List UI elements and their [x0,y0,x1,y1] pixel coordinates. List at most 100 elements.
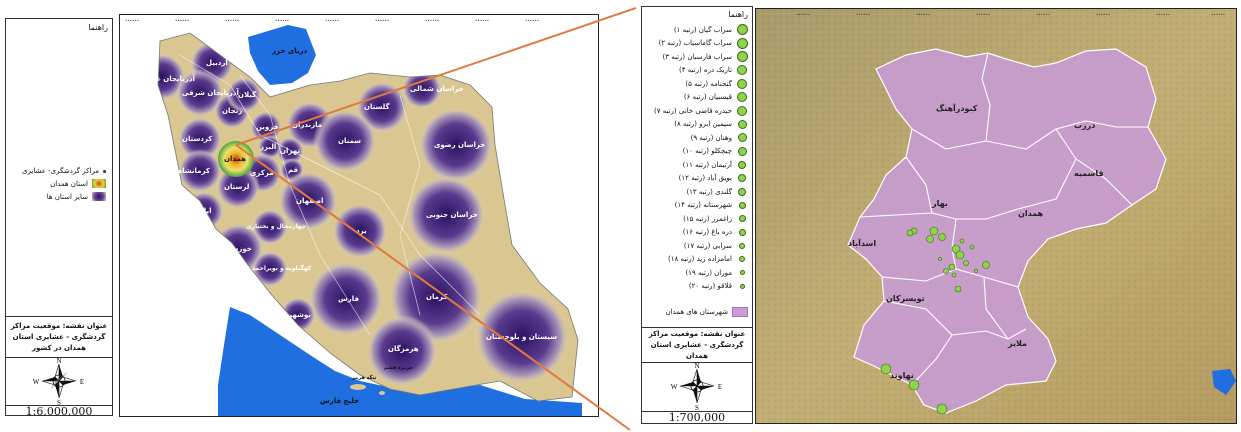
svg-text:••••••: •••••• [1156,12,1170,17]
svg-text:••••••: •••••• [375,18,389,23]
province-gradient-swatch [92,192,106,201]
point-2 [908,379,920,391]
right-title-line-2: گردشگری - عشایری استان همدان [650,340,744,360]
svg-text:••••••: •••••• [856,12,870,17]
province-label: تهران [280,147,300,155]
point-15 [943,268,949,274]
compass-w: W [671,383,678,391]
point-symbol-icon [737,92,747,103]
right-scale-box: 1:700,000 [642,411,752,424]
svg-text:••••••: •••••• [525,18,539,23]
point-9 [938,233,946,241]
province-label: آذربایجان غربی [142,75,195,83]
left-legend-title: راهنما [88,23,108,32]
north-arrow-icon: N S E W [33,357,84,407]
province-label: کردستان [182,135,213,143]
point-symbol-icon [736,24,748,36]
province-label: سمنان [338,137,362,145]
left-legend-list: مراکز گردشگری- عشایری استان همدان سایر ا… [8,167,106,201]
province-label: خوزستان [220,245,252,253]
point-symbol-icon [739,283,745,289]
point-14 [963,260,969,266]
left-legend-panel: راهنما مراکز گردشگری- عشایری استان همدان… [5,18,113,417]
point-symbol-icon [739,242,745,249]
legend-point-item: سراب گیان (رتبه ۱) [644,23,748,37]
legend-point-item: امامزاده زید (رتبه ۱۸) [644,253,748,267]
province-label: مرکزی [250,169,274,177]
hamedan-map-svg: •••••• •••••• •••••• •••••• •••••• •••••• ••••… [756,9,1236,423]
compass-s: S [695,404,699,411]
svg-text:••••••: •••••• [175,18,189,23]
compass-n: N [694,362,699,370]
tourism-points [880,226,990,415]
right-title-box: عنوان نقشه: موقعیت مراکز گردشگری - عشایر… [642,327,752,363]
hamedan-map: •••••• •••••• •••••• •••••• •••••• •••••• ••••… [755,8,1237,424]
lake [1212,369,1236,395]
compass-e: E [718,383,722,391]
compass-n: N [56,357,61,365]
legend-point-item: دره باغ (رتبه ۱۶) [644,226,748,240]
compass-w: W [33,378,40,386]
svg-text:••••••: •••••• [225,18,239,23]
province-label: هرمزگان [388,345,419,353]
province-label: اردبیل [206,59,228,67]
compass-s: S [57,399,61,406]
point-symbol-icon [739,256,745,263]
legend-point-item: سراب فارسبان (رتبه ۳) [644,50,748,64]
svg-text:••••••: •••••• [796,12,810,17]
province-label: خراسان جنوبی [426,211,478,219]
svg-text:••••••: •••••• [475,18,489,23]
legend-point-item: گنجنامه (رتبه ۵) [644,77,748,91]
province-label: مازندران [292,121,323,129]
right-compass-box: N S E W [642,361,752,412]
svg-text:••••••: •••••• [275,18,289,23]
left-title-box: عنوان نقشه: موقعیت مراکز گردشگری - عشایر… [6,316,112,358]
point-17 [969,244,975,250]
hormuz-label: تنگه هرمز [352,375,377,381]
point-symbol-icon [738,228,746,236]
point-18 [951,272,957,278]
left-scale-box: 1:6,000,000 [6,405,112,417]
right-legend-panel: راهنما سراب گیان (رتبه ۱) سراب گاماسیاب (… [641,6,753,424]
province-label: کرمان [426,293,448,301]
svg-text:••••••: •••••• [125,18,139,23]
legend-point-item: قلاقو (رتبه ۲۰) [644,280,748,294]
legend-point-item: حیدره قاضی خانی (رتبه ۷) [644,104,748,118]
legend-point-item: تاریک دره (رتبه ۴) [644,64,748,78]
county-label: نهاوند [890,371,914,380]
province-label: چهارمحال و بختیاری [246,223,307,230]
right-legend-title: راهنما [728,10,748,19]
point-7 [926,235,934,243]
county-label: همدان [1018,209,1044,218]
point-19 [938,257,942,261]
svg-text:••••••: •••••• [1211,12,1225,17]
point-4 [929,226,939,236]
svg-text:••••••: •••••• [976,12,990,17]
province-label: گلستان [364,103,390,111]
svg-text:••••••: •••••• [425,18,439,23]
legend-item-hamedan: استان همدان [8,179,106,188]
point-symbol-icon [736,37,748,49]
point-20 [974,269,978,273]
province-label: فارس [338,295,359,303]
hamedan-gradient-swatch [92,179,106,188]
county-label: ملایر [1008,339,1028,348]
province-label: ایلام [196,207,212,215]
point-3 [880,363,892,375]
province-label: گیلان [238,91,257,99]
county-label: اسدآباد [848,239,877,248]
right-title-line-1: عنوان نقشه: موقعیت مراکز [648,329,746,338]
county-label: کبودرآهنگ [936,104,978,113]
point-symbol-icon [738,160,746,169]
svg-text:••••••: •••••• [325,18,339,23]
legend-point-item: چیچکلو (رتبه ۱۰) [644,145,748,159]
province-label: آذربایجان شرقی [182,89,239,97]
province-label: خراسان رضوی [434,141,486,149]
county-label: بهار [932,199,948,208]
left-title-line-1: عنوان نقشه: موقعیت مراکز [10,321,108,330]
legend-point-item: بویق آباد (رتبه ۱۲) [644,172,748,186]
svg-text:••••••: •••••• [1036,12,1050,17]
qeshm-label: جزیره قشم [384,365,413,371]
hamedan-province [847,48,1167,414]
point-symbol-icon [738,201,746,209]
